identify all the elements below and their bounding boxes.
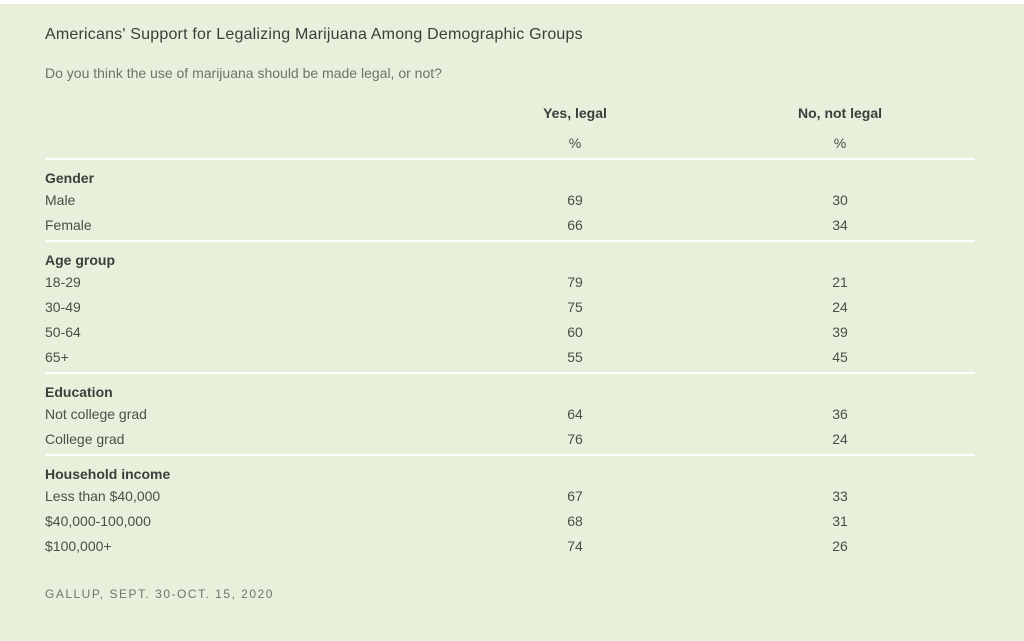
top-white-strip	[0, 0, 1024, 4]
no-value: 34	[832, 217, 848, 233]
no-value: 45	[832, 349, 848, 365]
yes-value: 75	[567, 299, 583, 315]
row-label: Not college grad	[45, 406, 147, 422]
yes-value: 55	[567, 349, 583, 365]
no-value: 26	[832, 538, 848, 554]
table-row: Male 69 30	[45, 188, 975, 213]
page-title: Americans' Support for Legalizing Mariju…	[45, 26, 583, 43]
section-title: Gender	[45, 170, 95, 186]
table-panel: Americans' Support for Legalizing Mariju…	[0, 4, 1024, 641]
yes-value: 69	[567, 192, 583, 208]
no-value: 24	[832, 431, 848, 447]
column-header-row: Yes, legal No, not legal	[45, 104, 975, 122]
section-household-income: Household income	[45, 456, 975, 484]
table-row: Female 66 34	[45, 213, 975, 238]
section-gender: Gender	[45, 160, 975, 188]
section-title: Age group	[45, 252, 115, 268]
table-row: 65+ 55 45	[45, 345, 975, 370]
row-label: Less than $40,000	[45, 488, 161, 504]
table-row: 30-49 75 24	[45, 295, 975, 320]
column-header-yes: Yes, legal	[543, 105, 607, 121]
table-row: College grad 76 24	[45, 427, 975, 452]
column-header-no: No, not legal	[798, 105, 882, 121]
unit-yes: %	[568, 135, 582, 151]
yes-value: 64	[567, 406, 583, 422]
separator	[45, 158, 975, 160]
yes-value: 60	[567, 324, 583, 340]
table-row: 18-29 79 21	[45, 270, 975, 295]
no-value: 33	[832, 488, 848, 504]
separator	[45, 372, 975, 374]
unit-no: %	[833, 135, 847, 151]
table-row: 50-64 60 39	[45, 320, 975, 345]
no-value: 24	[832, 299, 848, 315]
row-label: 50-64	[45, 324, 81, 340]
yes-value: 79	[567, 274, 583, 290]
table-row: Less than $40,000 67 33	[45, 484, 975, 509]
source-note: GALLUP, SEPT. 30-OCT. 15, 2020	[45, 587, 274, 601]
no-value: 39	[832, 324, 848, 340]
section-education: Education	[45, 374, 975, 402]
no-value: 31	[832, 513, 848, 529]
no-value: 36	[832, 406, 848, 422]
row-label: 30-49	[45, 299, 81, 315]
table-row: Not college grad 64 36	[45, 402, 975, 427]
table-row: $100,000+ 74 26	[45, 534, 975, 559]
yes-value: 66	[567, 217, 583, 233]
row-label: Male	[45, 192, 76, 208]
row-label: 65+	[45, 349, 69, 365]
unit-row: % %	[45, 134, 975, 152]
section-title: Household income	[45, 466, 171, 482]
section-title: Education	[45, 384, 113, 400]
no-value: 30	[832, 192, 848, 208]
yes-value: 74	[567, 538, 583, 554]
row-label: 18-29	[45, 274, 81, 290]
row-label: $100,000+	[45, 538, 112, 554]
row-label: College grad	[45, 431, 125, 447]
survey-question: Do you think the use of marijuana should…	[45, 65, 442, 81]
table-row: $40,000-100,000 68 31	[45, 509, 975, 534]
no-value: 21	[832, 274, 848, 290]
separator	[45, 240, 975, 242]
yes-value: 68	[567, 513, 583, 529]
section-age-group: Age group	[45, 242, 975, 270]
yes-value: 67	[567, 488, 583, 504]
yes-value: 76	[567, 431, 583, 447]
separator	[45, 454, 975, 456]
row-label: Female	[45, 217, 92, 233]
row-label: $40,000-100,000	[45, 513, 151, 529]
